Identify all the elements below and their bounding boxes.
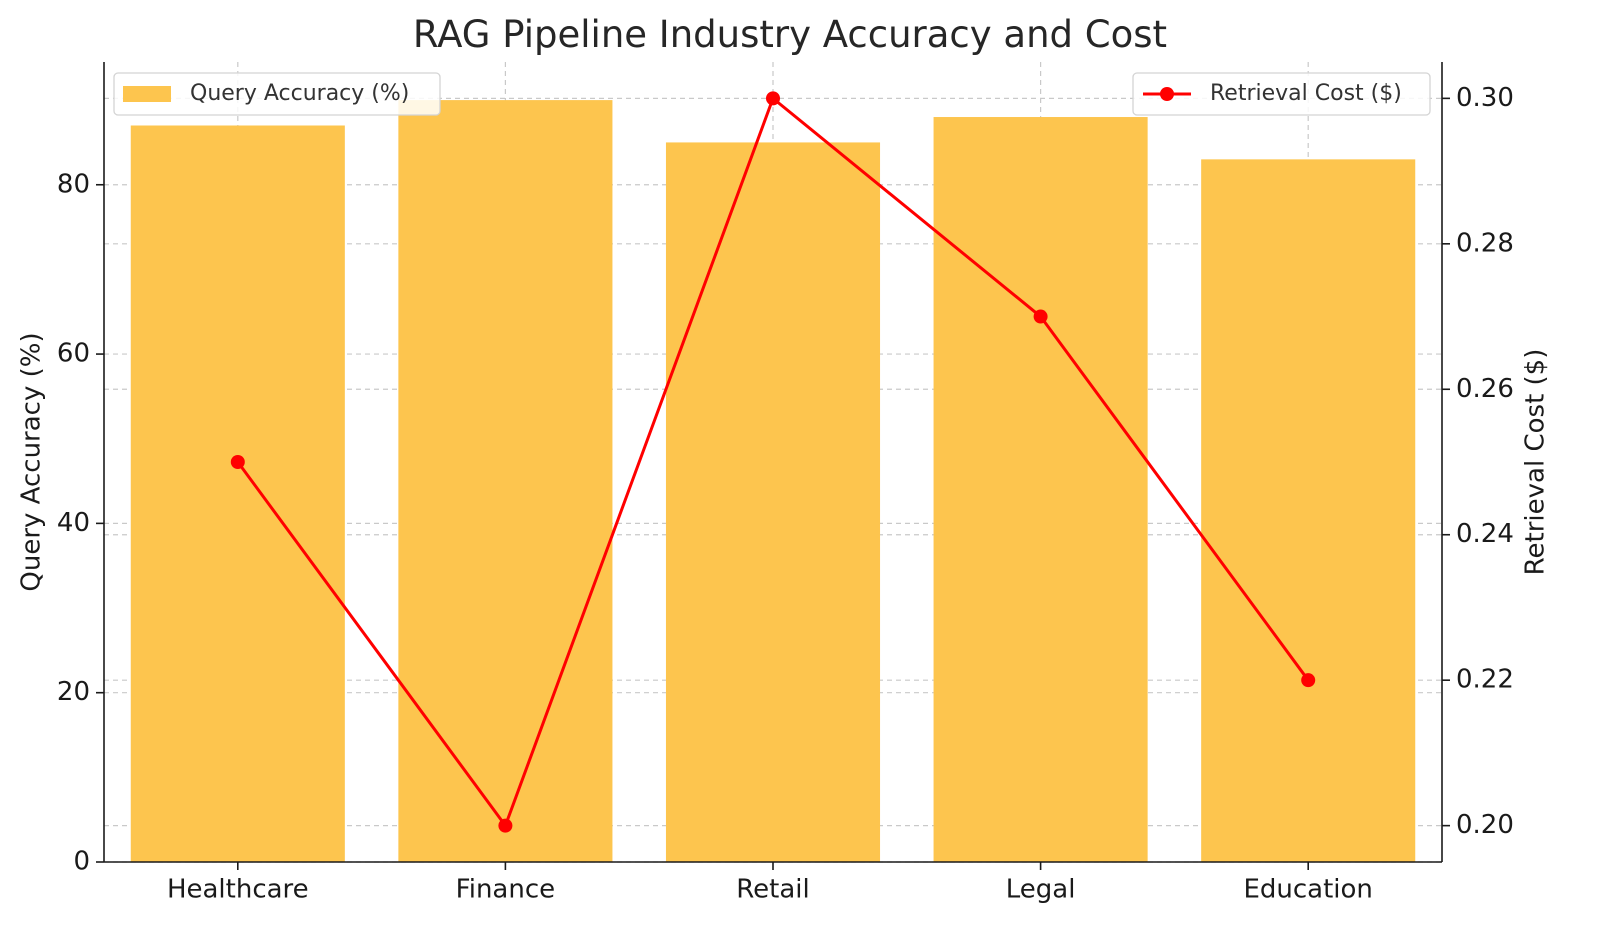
cost-point-education [1301,673,1316,688]
legends: Query Accuracy (%) Retrieval Cost ($) [113,72,1431,116]
y-right-tick-label: 0.24 [1456,519,1514,549]
x-tick-label: Healthcare [167,875,309,905]
y-right-tick-label: 0.26 [1456,374,1514,404]
y-left-axis-label: Query Accuracy (%) [17,332,47,591]
bar-series [130,100,1416,863]
cost-point-healthcare [230,455,245,469]
legend-line-marker [1160,87,1174,101]
cost-point-finance [498,818,513,833]
y-left-tick-label: 0 [73,847,90,877]
legend-line-frame [1132,72,1431,116]
x-tick-label: Finance [456,875,555,905]
x-tick-label: Retail [736,875,809,905]
legend-line: Retrieval Cost ($) [1132,72,1431,116]
legend-bar-label: Query Accuracy (%) [190,81,409,106]
y-left-tick-label: 20 [57,677,90,707]
legend-bar: Query Accuracy (%) [113,72,441,116]
legend-line-label: Retrieval Cost ($) [1210,81,1402,106]
y-left-tick-label: 40 [57,508,90,538]
legend-bar-frame [113,72,441,116]
y-right-tick-label: 0.20 [1456,810,1514,840]
axes: Healthcare Finance Retail Legal Education 0 20… [17,62,1551,905]
y-right-tick-label: 0.28 [1456,228,1514,258]
bar-finance [398,100,613,863]
bar-retail [665,142,881,862]
bar-legal [933,117,1148,862]
bar-education [1201,159,1416,862]
chart-title: RAG Pipeline Industry Accuracy and Cost [413,13,1167,56]
cost-point-legal [1033,309,1048,324]
y-left-tick-label: 60 [57,339,90,369]
x-tick-label: Legal [1006,875,1076,905]
y-right-tick-label: 0.22 [1456,665,1514,695]
y-right-tick-label: 0.30 [1456,83,1514,113]
y-left-tick-label: 80 [57,169,90,199]
y-right-axis-label: Retrieval Cost ($) [1521,349,1551,576]
legend-bar-swatch [123,86,171,102]
line-series [230,91,1316,833]
x-tick-label: Education [1243,875,1372,905]
bar-healthcare [130,125,345,862]
cost-point-retail [766,91,780,106]
